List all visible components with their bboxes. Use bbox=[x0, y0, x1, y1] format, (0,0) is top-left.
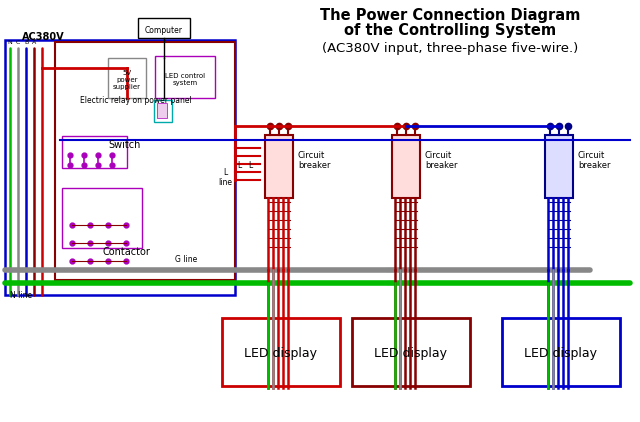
Bar bbox=[502, 318, 620, 386]
Bar bbox=[352, 318, 470, 386]
Bar bbox=[222, 318, 340, 386]
Text: Circuit
breaker: Circuit breaker bbox=[578, 151, 611, 170]
Text: Electric relay on power panel: Electric relay on power panel bbox=[80, 96, 192, 105]
Bar bbox=[108, 58, 146, 98]
Bar bbox=[154, 100, 172, 122]
Text: LED display: LED display bbox=[374, 347, 447, 360]
Text: of the Controlling System: of the Controlling System bbox=[344, 23, 556, 38]
Text: L: L bbox=[237, 161, 241, 170]
Text: (AC380V input, three-phase five-wire.): (AC380V input, three-phase five-wire.) bbox=[322, 42, 578, 55]
Bar bbox=[55, 42, 235, 280]
Bar bbox=[157, 103, 167, 118]
Text: 5V
power
supplier: 5V power supplier bbox=[113, 70, 141, 90]
Bar bbox=[62, 188, 142, 248]
Bar bbox=[138, 18, 190, 38]
Text: N: N bbox=[8, 40, 12, 45]
Text: The Power Connection Diagram: The Power Connection Diagram bbox=[320, 8, 580, 23]
Bar bbox=[392, 135, 420, 198]
Text: L
line: L line bbox=[218, 168, 232, 187]
Text: Circuit
breaker: Circuit breaker bbox=[298, 151, 330, 170]
Text: G line: G line bbox=[175, 255, 197, 264]
Bar bbox=[545, 135, 573, 198]
Text: LED display: LED display bbox=[525, 347, 598, 360]
Text: LED control
system: LED control system bbox=[165, 73, 205, 86]
Text: C: C bbox=[16, 40, 20, 45]
Text: L: L bbox=[248, 161, 252, 170]
Text: LED display: LED display bbox=[244, 347, 317, 360]
Text: N line: N line bbox=[10, 291, 32, 300]
Text: A: A bbox=[32, 40, 36, 45]
Text: AC380V: AC380V bbox=[22, 32, 65, 42]
Text: Computer: Computer bbox=[145, 25, 183, 35]
Bar bbox=[5, 40, 235, 295]
Text: Switch: Switch bbox=[108, 140, 140, 150]
Bar bbox=[62, 136, 127, 168]
Text: Contactor: Contactor bbox=[102, 247, 150, 257]
Text: B: B bbox=[24, 40, 28, 45]
Text: Circuit
breaker: Circuit breaker bbox=[425, 151, 458, 170]
Bar bbox=[155, 56, 215, 98]
Bar bbox=[265, 135, 293, 198]
